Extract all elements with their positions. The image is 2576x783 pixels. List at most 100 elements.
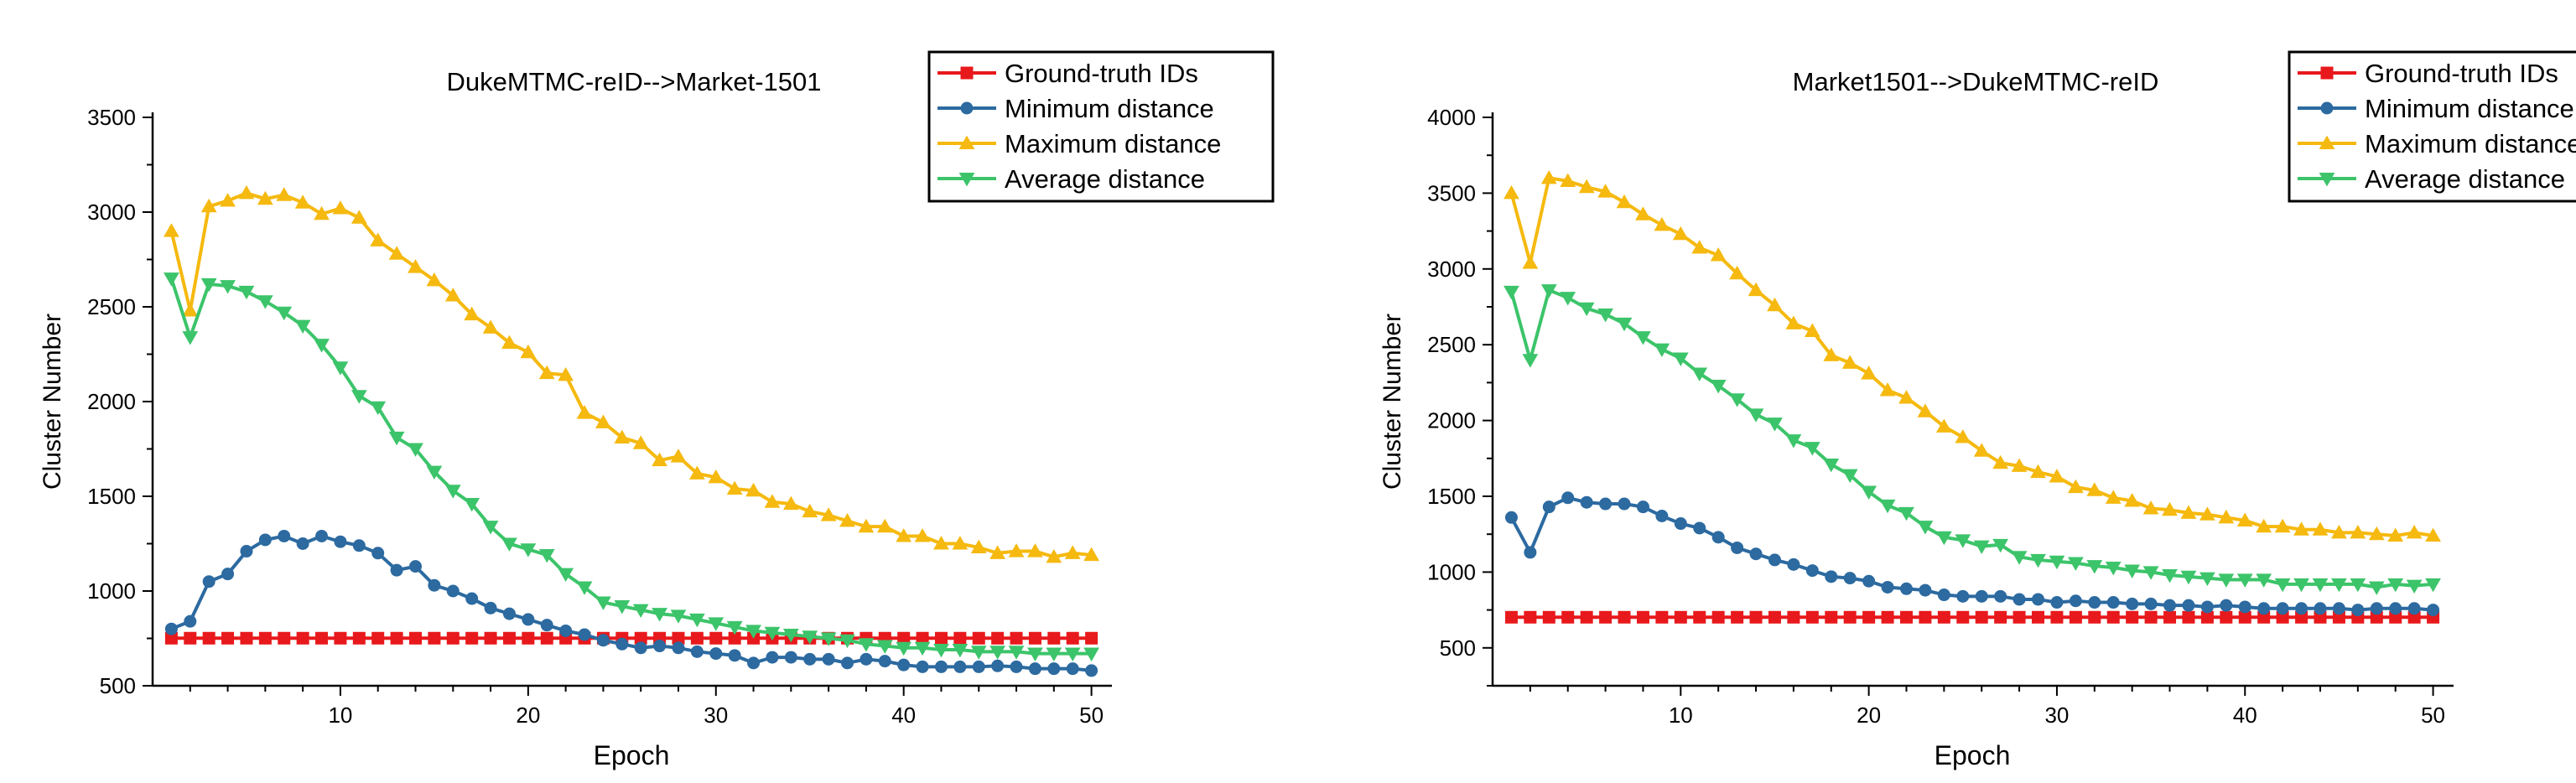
series-point bbox=[2387, 527, 2404, 542]
series-point bbox=[690, 631, 704, 645]
series-point bbox=[1654, 343, 1670, 357]
series-point bbox=[465, 631, 479, 645]
series-point bbox=[1898, 506, 1914, 521]
chart-duke-to-market: DukeMTMC-reID-->Market-1501 Epoch Cluste… bbox=[39, 50, 1275, 770]
series-point bbox=[1841, 355, 1858, 369]
series-point bbox=[2144, 597, 2158, 610]
series-point bbox=[2030, 464, 2046, 479]
series-point bbox=[1085, 664, 1098, 677]
legend-item: Minimum distance bbox=[937, 94, 1214, 123]
series-point bbox=[1973, 443, 1990, 457]
series-point bbox=[2069, 610, 2082, 624]
series-point bbox=[1027, 647, 1043, 661]
series-point bbox=[2142, 500, 2159, 515]
series-line bbox=[169, 277, 1092, 656]
series-point bbox=[1729, 265, 1745, 280]
series-point bbox=[2049, 555, 2065, 570]
series-point bbox=[802, 630, 818, 645]
series-point bbox=[426, 465, 443, 480]
series-point bbox=[2088, 596, 2101, 609]
y-tick-label: 3000 bbox=[87, 200, 136, 225]
series-point bbox=[1654, 216, 1670, 231]
series-average-distance bbox=[164, 272, 1099, 661]
series-point bbox=[2314, 610, 2327, 624]
series-point bbox=[2105, 561, 2122, 576]
series-point bbox=[1992, 454, 2009, 469]
series-point bbox=[1917, 403, 1934, 417]
series-point bbox=[1935, 418, 1952, 433]
series-point bbox=[2293, 521, 2309, 536]
legend-item: Maximum distance bbox=[937, 129, 1221, 158]
series-point bbox=[764, 494, 781, 508]
series-point bbox=[2406, 525, 2423, 539]
series-point bbox=[314, 205, 330, 220]
legend-marker bbox=[960, 66, 974, 80]
y-tick-label: 1000 bbox=[87, 578, 136, 604]
series-ground-truth-ids bbox=[164, 631, 1098, 645]
series-point bbox=[1008, 543, 1025, 557]
series-point bbox=[1561, 610, 1575, 624]
series-point bbox=[745, 625, 761, 639]
series-point bbox=[2163, 599, 2177, 612]
series-point bbox=[200, 277, 217, 293]
series-point bbox=[408, 443, 423, 457]
series-point bbox=[2069, 594, 2082, 608]
x-tick-label: 50 bbox=[1079, 703, 1104, 728]
series-point bbox=[332, 361, 349, 376]
series-point bbox=[314, 339, 330, 353]
y-tick-label: 3000 bbox=[1427, 257, 1476, 282]
series-point bbox=[2180, 505, 2197, 519]
series-maximum-distance bbox=[164, 185, 1099, 563]
series-point bbox=[2012, 610, 2026, 624]
series-point bbox=[2124, 564, 2141, 578]
series-point bbox=[2425, 527, 2441, 542]
series-point bbox=[2238, 600, 2251, 614]
series-line bbox=[1509, 176, 2433, 538]
series-point bbox=[1047, 631, 1061, 645]
series-point bbox=[595, 596, 611, 610]
series-point bbox=[1731, 610, 1744, 624]
legend-label: Minimum distance bbox=[1005, 94, 1214, 123]
legend-label: Maximum distance bbox=[1005, 129, 1221, 158]
series-point bbox=[1937, 610, 1950, 624]
series-point bbox=[184, 631, 197, 645]
series-point bbox=[408, 560, 422, 573]
series-point bbox=[782, 495, 799, 511]
series-point bbox=[2200, 600, 2214, 614]
series-point bbox=[784, 651, 797, 664]
series-point bbox=[1955, 429, 1971, 443]
series-point bbox=[1841, 469, 1858, 484]
series-point bbox=[634, 631, 647, 645]
series-point bbox=[1028, 631, 1041, 645]
series-point bbox=[934, 660, 948, 673]
series-point bbox=[202, 631, 216, 645]
series-point bbox=[540, 631, 553, 645]
series-point bbox=[296, 631, 309, 645]
series-point bbox=[1711, 531, 1725, 544]
series-point bbox=[933, 536, 949, 550]
series-point bbox=[1881, 580, 1894, 594]
chart-market-to-duke: Market1501-->DukeMTMC-reID Epoch Cluster… bbox=[1379, 50, 2576, 770]
series-point bbox=[1804, 442, 1820, 456]
series-point bbox=[351, 210, 367, 224]
series-point bbox=[238, 285, 255, 300]
series-point bbox=[220, 280, 236, 294]
legend-item: Maximum distance bbox=[2298, 129, 2576, 158]
series-point bbox=[1955, 534, 1971, 548]
series-point bbox=[220, 193, 236, 207]
series-point bbox=[2407, 610, 2421, 624]
legend-label: Average distance bbox=[2365, 164, 2565, 194]
series-point bbox=[652, 452, 667, 467]
y-tick-label: 2000 bbox=[87, 389, 136, 414]
series-point bbox=[538, 365, 555, 380]
series-line bbox=[1509, 288, 2433, 589]
series-point bbox=[991, 659, 1005, 672]
series-point bbox=[782, 628, 799, 643]
series-point bbox=[952, 536, 969, 550]
series-point bbox=[294, 194, 311, 209]
series-point bbox=[2218, 573, 2235, 588]
series-point bbox=[1825, 610, 1838, 624]
series-point bbox=[558, 568, 574, 583]
series-point bbox=[1691, 367, 1708, 381]
series-point bbox=[1522, 354, 1539, 368]
